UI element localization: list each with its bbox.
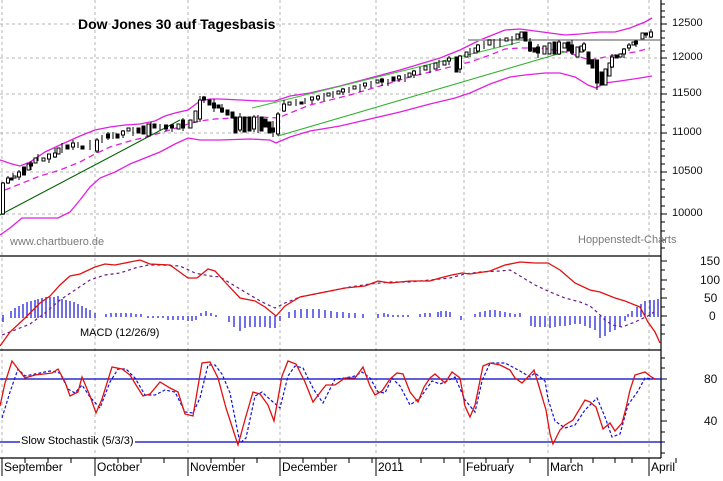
- month-label-september: September: [4, 460, 63, 474]
- macd-label: MACD (12/26/9): [80, 327, 160, 339]
- price-tick-11000: 11000: [672, 126, 702, 138]
- month-label-october: October: [97, 460, 140, 474]
- month-label-december: December: [282, 460, 338, 474]
- macd-tick-150: 150: [700, 254, 721, 268]
- macd-histogram: [2, 296, 659, 338]
- chart-title: Dow Jones 30 auf Tagesbasis: [78, 16, 276, 32]
- watermark-chartbuero: www.chartbuero.de: [10, 236, 105, 248]
- month-label-november: November: [190, 460, 246, 474]
- stoch-tick-40: 40: [704, 414, 718, 428]
- stoch-k-line: [0, 359, 656, 448]
- trendline-upper-green: [251, 41, 521, 109]
- price-gridlines: [0, 0, 661, 456]
- month-label-february: February: [466, 460, 515, 474]
- bollinger-lower: [0, 72, 653, 236]
- bollinger-middle: [4, 47, 651, 191]
- stoch-d-line: [1, 362, 656, 445]
- macd-signal-line: [1, 264, 656, 336]
- trendline-long-green: [277, 50, 569, 137]
- candlesticks: [1, 29, 653, 215]
- panel-borders: [0, 0, 662, 459]
- bollinger-upper: [0, 17, 653, 167]
- month-label-april: April: [651, 460, 676, 474]
- macd-line: [0, 259, 661, 347]
- month-ticks: [1, 458, 677, 476]
- price-tick-10500: 10500: [672, 165, 703, 177]
- macd-tick-50: 50: [704, 291, 718, 305]
- month-label-2011: 2011: [378, 460, 404, 474]
- month-label-march: March: [550, 460, 584, 474]
- price-tick-12500: 12500: [672, 17, 703, 29]
- price-tick-11500: 11500: [672, 87, 702, 99]
- watermark-hoppenstedt: Hoppenstedt-Charts: [578, 234, 677, 246]
- stoch-tick-80: 80: [704, 372, 718, 386]
- stoch-label: Slow Stochastik (5/3/3): [20, 435, 135, 447]
- macd-tick-0: 0: [709, 309, 716, 323]
- price-tick-12000: 12000: [672, 51, 703, 63]
- price-tick-10000: 10000: [672, 207, 703, 219]
- right-axis-ticks: [661, 3, 667, 454]
- macd-tick-100: 100: [700, 273, 721, 287]
